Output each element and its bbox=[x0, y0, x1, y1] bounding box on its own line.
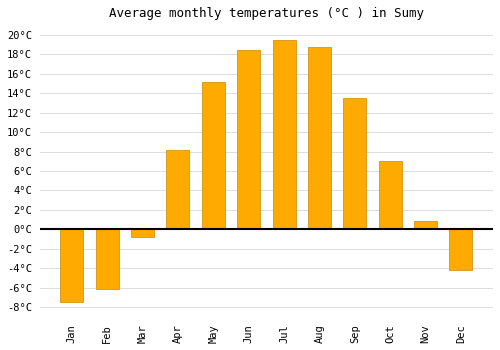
Bar bbox=[378, 161, 402, 229]
Bar bbox=[131, 229, 154, 237]
Bar bbox=[96, 229, 118, 289]
Bar bbox=[414, 222, 437, 229]
Title: Average monthly temperatures (°C ) in Sumy: Average monthly temperatures (°C ) in Su… bbox=[109, 7, 424, 20]
Bar bbox=[166, 149, 190, 229]
Bar bbox=[344, 98, 366, 229]
Bar bbox=[272, 40, 295, 229]
Bar bbox=[237, 50, 260, 229]
Bar bbox=[202, 82, 224, 229]
Bar bbox=[308, 47, 331, 229]
Bar bbox=[450, 229, 472, 270]
Bar bbox=[60, 229, 83, 302]
